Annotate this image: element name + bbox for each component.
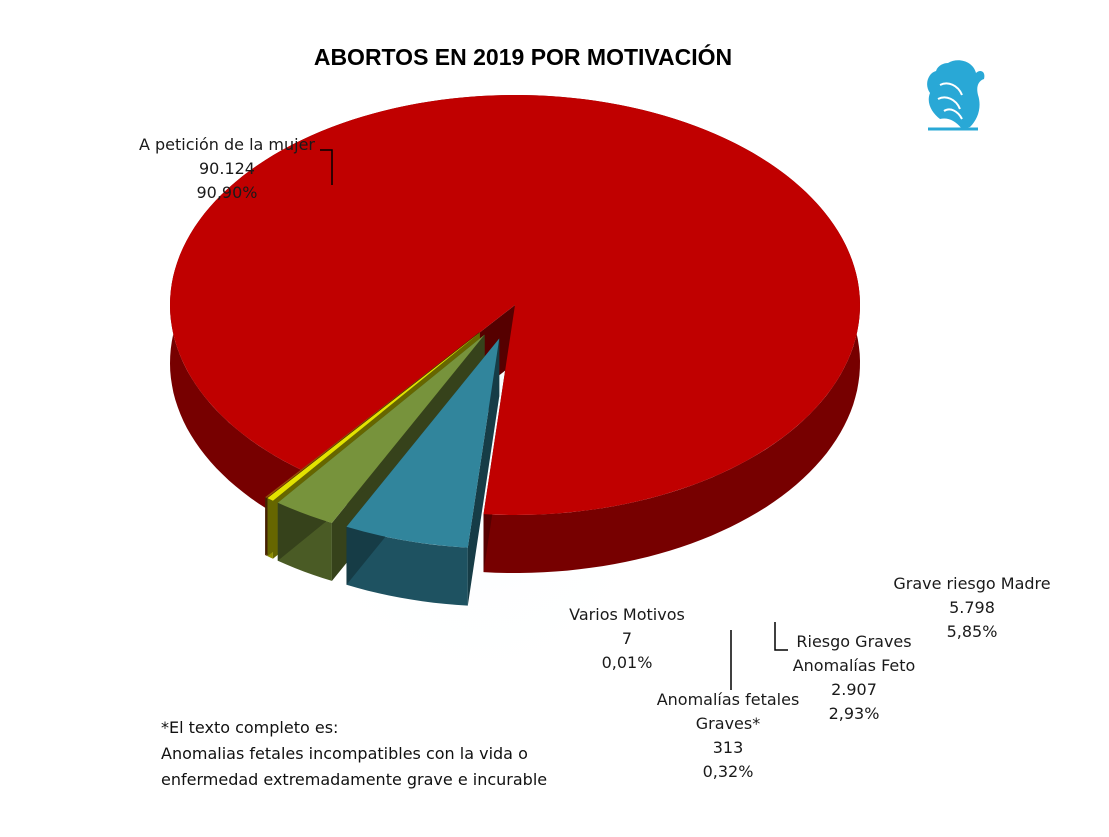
slice-a-peticion-top — [170, 95, 861, 516]
footnote-line-2: Anomalias fetales incompatibles con la v… — [161, 744, 528, 763]
footnote: *El texto completo es: Anomalias fetales… — [161, 715, 547, 793]
label-riesgo-graves-feto-line1: Riesgo Graves — [796, 632, 912, 651]
slice-riesgo-graves-feto-top — [277, 334, 485, 523]
footnote-line-1: *El texto completo es: — [161, 718, 339, 737]
label-varios-motivos-percent: 0,01% — [601, 653, 653, 672]
label-anomalias-fetales-percent: 0,32% — [702, 762, 754, 781]
label-a-peticion-name: A petición de la mujer — [138, 135, 316, 154]
label-anomalias-fetales: Anomalías fetales Graves* 313 0,32% — [650, 688, 806, 784]
label-varios-motivos: Varios Motivos 7 0,01% — [552, 603, 702, 675]
leader-a-peticion — [320, 149, 333, 185]
label-varios-motivos-value: 7 — [621, 629, 633, 648]
leader-riesgo-graves-feto — [774, 622, 788, 651]
label-grave-riesgo-madre-percent: 5,85% — [946, 622, 998, 641]
label-a-peticion-percent: 90,90% — [196, 183, 258, 202]
label-varios-motivos-name: Varios Motivos — [569, 605, 685, 624]
slice-grave-riesgo-madre-top — [346, 338, 500, 548]
label-grave-riesgo-madre-name: Grave riesgo Madre — [893, 574, 1051, 593]
label-anomalias-fetales-value: 313 — [712, 738, 744, 757]
label-riesgo-graves-feto-value: 2.907 — [831, 680, 877, 699]
label-riesgo-graves-feto: Riesgo Graves Anomalías Feto 2.907 2,93% — [776, 630, 932, 726]
label-a-peticion-value: 90.124 — [199, 159, 255, 178]
footnote-line-3: enfermedad extremadamente grave e incura… — [161, 770, 548, 789]
label-riesgo-graves-feto-line2: Anomalías Feto — [792, 656, 916, 675]
griffin-logo — [927, 60, 985, 131]
label-grave-riesgo-madre-value: 5.798 — [949, 598, 995, 617]
label-anomalias-fetales-line2: Graves* — [695, 714, 761, 733]
label-a-peticion: A petición de la mujer 90.124 90,90% — [120, 133, 334, 205]
slice-grave-riesgo-madre — [346, 338, 500, 606]
slice-varios-motivos-top — [265, 332, 480, 498]
label-riesgo-graves-feto-percent: 2,93% — [828, 704, 880, 723]
label-grave-riesgo-madre: Grave riesgo Madre 5.798 5,85% — [872, 572, 1072, 644]
label-anomalias-fetales-line1: Anomalías fetales — [656, 690, 800, 709]
slice-anomalias-fetales-top — [267, 332, 480, 501]
chart-title: ABORTOS EN 2019 POR MOTIVACIÓN — [313, 44, 733, 70]
